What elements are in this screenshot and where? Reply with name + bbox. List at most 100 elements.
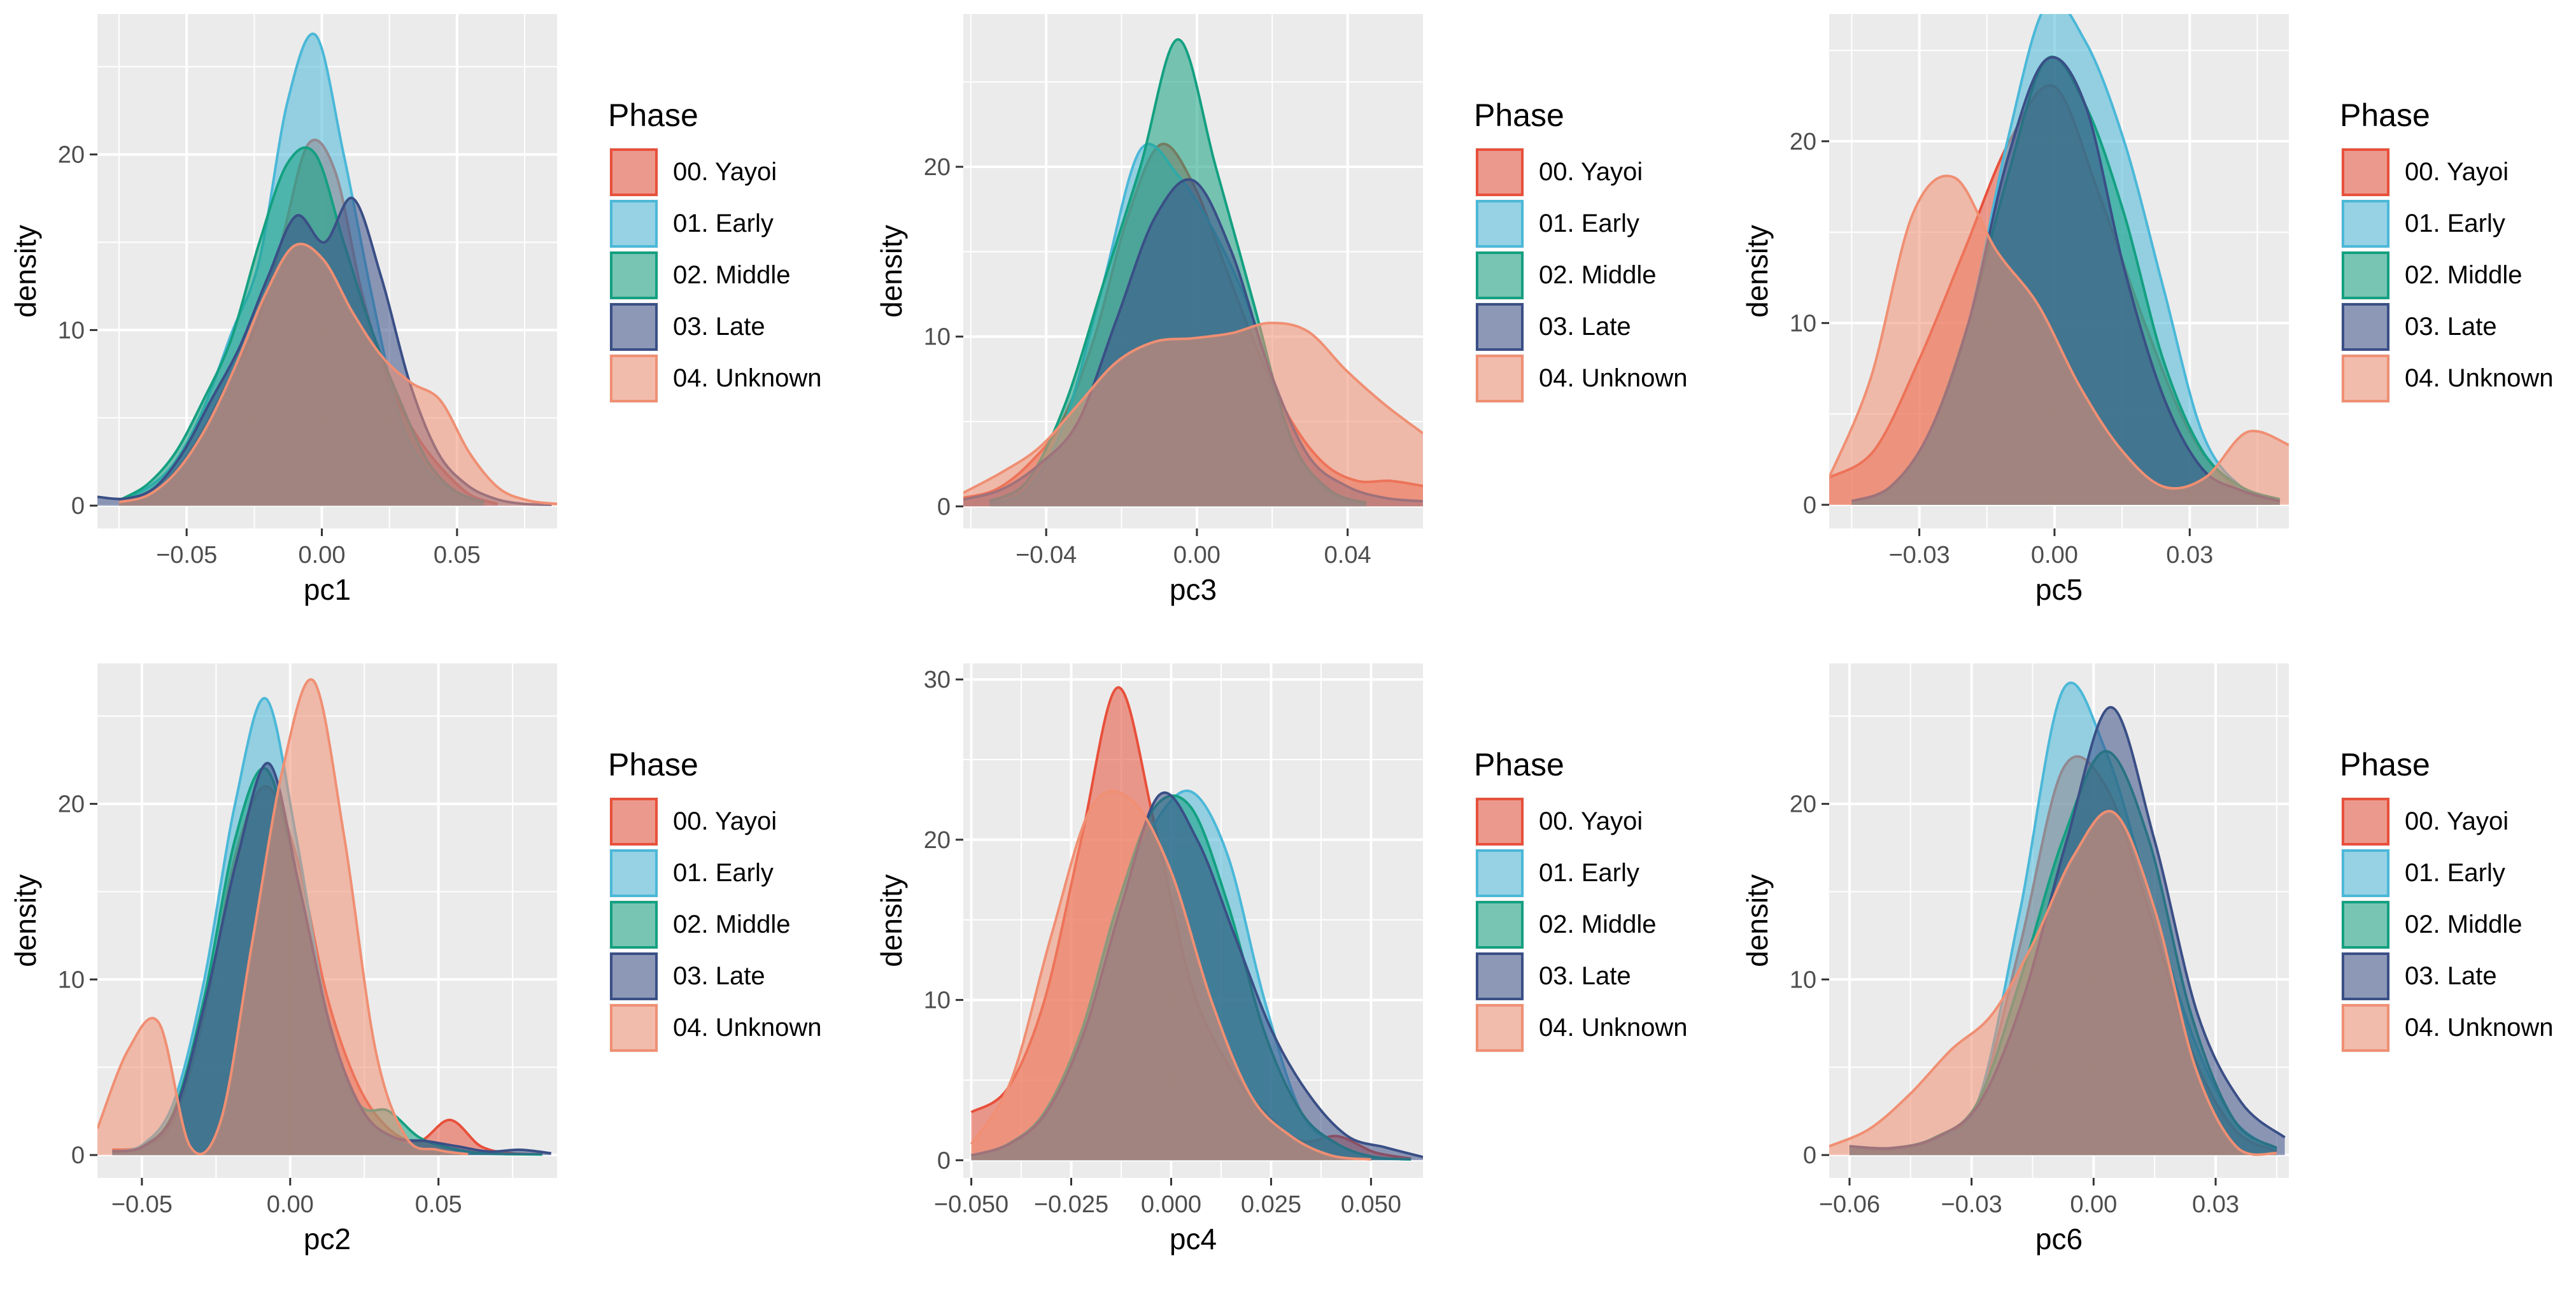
density-series-04-unknown bbox=[1829, 810, 2277, 1156]
y-tick-label: 0 bbox=[71, 1142, 85, 1169]
density-panel-pc4: −0.050 −0.025 0.000 0.025 0.050 0 10 20 30 pc4 den… bbox=[875, 663, 1687, 1256]
x-tick-label: 0.05 bbox=[415, 1191, 462, 1218]
legend-label: 03. Late bbox=[673, 313, 765, 341]
legend-label: 00. Yayoi bbox=[1539, 807, 1643, 835]
legend-item: 04. Unknown bbox=[2341, 1003, 2553, 1052]
legend-label: 03. Late bbox=[673, 962, 765, 990]
legend-item: 03. Late bbox=[1475, 302, 1631, 351]
legend-item: 01. Early bbox=[609, 849, 774, 898]
y-tick-label: 20 bbox=[1790, 129, 1816, 155]
y-axis-title: density bbox=[9, 225, 42, 318]
legend-item: 04. Unknown bbox=[1475, 1003, 1687, 1052]
legend-label: 00. Yayoi bbox=[2405, 807, 2509, 835]
legend: Phase 00. Yayoi 01. Early 02. Middle 03. Lat… bbox=[1474, 97, 1687, 403]
x-tick-label: 0.00 bbox=[2070, 1191, 2117, 1218]
legend-title: Phase bbox=[2340, 97, 2430, 133]
x-tick-label: 0.025 bbox=[1241, 1191, 1301, 1218]
density-areas bbox=[1829, 14, 2289, 505]
legend-label: 00. Yayoi bbox=[2405, 158, 2509, 186]
legend-swatch bbox=[1476, 901, 1524, 949]
legend-swatch bbox=[2342, 251, 2389, 299]
density-areas bbox=[97, 678, 551, 1156]
legend-item: 01. Early bbox=[2341, 849, 2505, 898]
legend-item: 02. Middle bbox=[1475, 251, 1657, 300]
y-tick-label: 20 bbox=[924, 154, 951, 181]
x-tick-label: 0.050 bbox=[1341, 1191, 1401, 1218]
legend-item: 01. Early bbox=[609, 199, 774, 248]
legend-item: 00. Yayoi bbox=[2341, 797, 2509, 846]
legend-label: 02. Middle bbox=[1539, 910, 1657, 938]
legend-swatch bbox=[610, 952, 658, 1000]
legend-label: 04. Unknown bbox=[2405, 1014, 2553, 1042]
legend-item: 03. Late bbox=[1475, 952, 1631, 1001]
legend: Phase 00. Yayoi 01. Early 02. Middle 03. Lat… bbox=[2340, 747, 2553, 1052]
y-tick-label: 20 bbox=[58, 142, 85, 169]
legend-swatch bbox=[1476, 849, 1524, 897]
legend-item: 01. Early bbox=[1475, 199, 1639, 248]
density-outline bbox=[963, 322, 1423, 494]
legend-label: 03. Late bbox=[2405, 313, 2497, 341]
y-tick-label: 0 bbox=[1803, 1142, 1816, 1169]
legend-swatch bbox=[610, 148, 658, 196]
density-fill bbox=[97, 679, 469, 1156]
x-tick-label: −0.06 bbox=[1819, 1191, 1880, 1218]
legend-swatch bbox=[610, 200, 658, 248]
x-tick-label: 0.03 bbox=[2192, 1191, 2239, 1218]
density-panel-pc2: −0.05 0.00 0.05 0 10 20 pc2 density Phase 00. Yay… bbox=[9, 663, 821, 1256]
legend-swatch bbox=[1476, 1004, 1524, 1052]
density-areas bbox=[97, 32, 557, 506]
legend-swatch bbox=[610, 798, 658, 846]
legend-item: 04. Unknown bbox=[609, 354, 821, 403]
legend: Phase 00. Yayoi 01. Early 02. Middle 03. Lat… bbox=[2340, 97, 2553, 403]
legend-item: 04. Unknown bbox=[2341, 354, 2553, 403]
legend-item: 02. Middle bbox=[2341, 900, 2523, 949]
density-outline bbox=[1829, 810, 2277, 1156]
y-axis-title: density bbox=[1741, 225, 1774, 318]
legend-title: Phase bbox=[1474, 97, 1564, 133]
legend-item: 03. Late bbox=[2341, 952, 2497, 1001]
legend: Phase 00. Yayoi 01. Early 02. Middle 03. Lat… bbox=[608, 747, 821, 1052]
x-tick-label: 0.03 bbox=[2166, 542, 2213, 569]
y-tick-label: 10 bbox=[1790, 310, 1816, 337]
legend-label: 01. Early bbox=[673, 209, 774, 237]
y-tick-label: 0 bbox=[1803, 492, 1816, 519]
density-outline bbox=[97, 678, 469, 1156]
x-tick-label: 0.00 bbox=[1173, 542, 1221, 569]
x-tick-label: −0.050 bbox=[934, 1191, 1008, 1218]
legend-label: 00. Yayoi bbox=[673, 807, 777, 835]
legend-item: 00. Yayoi bbox=[609, 797, 777, 846]
legend-swatch bbox=[610, 355, 658, 402]
legend-item: 02. Middle bbox=[1475, 900, 1657, 949]
x-tick-label: −0.05 bbox=[111, 1191, 173, 1218]
density-areas bbox=[963, 38, 1423, 507]
legend-swatch bbox=[2342, 849, 2389, 897]
y-tick-label: 30 bbox=[924, 667, 951, 693]
legend-swatch bbox=[2342, 952, 2389, 1000]
legend-label: 03. Late bbox=[2405, 962, 2497, 990]
x-tick-label: 0.00 bbox=[299, 542, 346, 569]
x-axis-title: pc6 bbox=[2035, 1222, 2083, 1256]
legend-label: 01. Early bbox=[2405, 859, 2505, 887]
y-axis-title: density bbox=[9, 874, 42, 967]
density-panel-pc5: −0.03 0.00 0.03 0 10 20 pc5 density Phase 00. Yay… bbox=[1741, 14, 2553, 606]
y-axis-title: density bbox=[875, 225, 908, 318]
y-tick-label: 10 bbox=[58, 317, 85, 344]
x-axis-title: pc2 bbox=[304, 1222, 351, 1256]
x-tick-label: 0.000 bbox=[1141, 1191, 1201, 1218]
legend-title: Phase bbox=[2340, 747, 2430, 782]
legend-label: 02. Middle bbox=[2405, 261, 2523, 289]
y-tick-label: 0 bbox=[71, 493, 85, 520]
legend-item: 04. Unknown bbox=[609, 1003, 821, 1052]
legend-item: 04. Unknown bbox=[1475, 354, 1687, 403]
legend-label: 04. Unknown bbox=[1539, 1014, 1687, 1042]
density-fill bbox=[971, 791, 1371, 1161]
density-series-04-unknown bbox=[970, 789, 1371, 1161]
legend-label: 03. Late bbox=[1539, 313, 1631, 341]
density-fill bbox=[112, 763, 551, 1156]
legend-swatch bbox=[610, 901, 658, 949]
x-axis-title: pc5 bbox=[2035, 573, 2083, 606]
legend-swatch bbox=[2342, 355, 2389, 402]
legend-swatch bbox=[610, 849, 658, 897]
legend-swatch bbox=[610, 251, 658, 299]
